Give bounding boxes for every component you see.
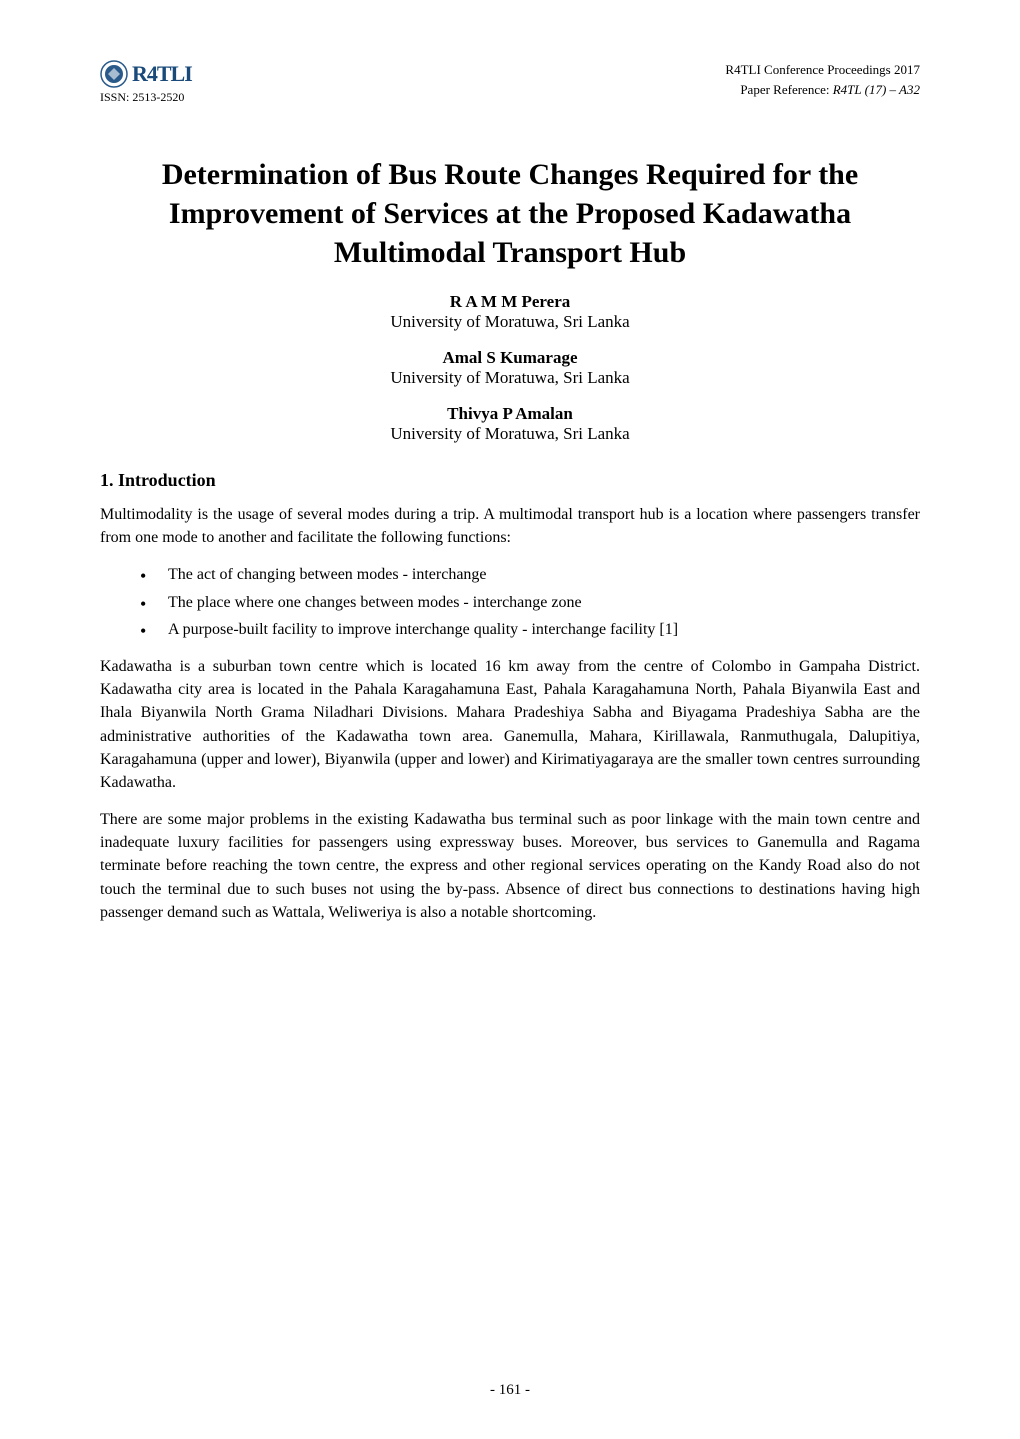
bullet-item: A purpose-built facility to improve inte… [140, 618, 920, 641]
logo-section: R4TLI ISSN: 2513-2520 [100, 60, 192, 105]
paragraph-3: There are some major problems in the exi… [100, 808, 920, 924]
issn-text: ISSN: 2513-2520 [100, 90, 184, 105]
author-affiliation-3: University of Moratuwa, Sri Lanka [100, 424, 920, 444]
authors-block: R A M M Perera University of Moratuwa, S… [100, 292, 920, 444]
page-number: - 161 - [490, 1382, 530, 1399]
paper-reference: Paper Reference: R4TL (17) – A32 [725, 80, 920, 100]
logo-row: R4TLI [100, 60, 192, 88]
author-name-3: Thivya P Amalan [100, 404, 920, 424]
paper-title: Determination of Bus Route Changes Requi… [100, 155, 920, 272]
bullet-item: The place where one changes between mode… [140, 591, 920, 614]
section-heading: 1. Introduction [100, 470, 920, 491]
paper-ref-label: Paper Reference: [740, 82, 832, 97]
proceedings-title: R4TLI Conference Proceedings 2017 [725, 60, 920, 80]
paragraph-2: Kadawatha is a suburban town centre whic… [100, 655, 920, 794]
author-affiliation-2: University of Moratuwa, Sri Lanka [100, 368, 920, 388]
author-name-1: R A M M Perera [100, 292, 920, 312]
header-row: R4TLI ISSN: 2513-2520 R4TLI Conference P… [100, 60, 920, 105]
logo-text: R4TLI [132, 61, 192, 87]
paragraph-1: Multimodality is the usage of several mo… [100, 503, 920, 549]
author-affiliation-1: University of Moratuwa, Sri Lanka [100, 312, 920, 332]
logo-icon [100, 60, 128, 88]
header-right: R4TLI Conference Proceedings 2017 Paper … [725, 60, 920, 99]
author-name-2: Amal S Kumarage [100, 348, 920, 368]
bullet-item: The act of changing between modes - inte… [140, 563, 920, 586]
bullet-list: The act of changing between modes - inte… [140, 563, 920, 641]
paper-ref-value: R4TL (17) – A32 [833, 82, 920, 97]
